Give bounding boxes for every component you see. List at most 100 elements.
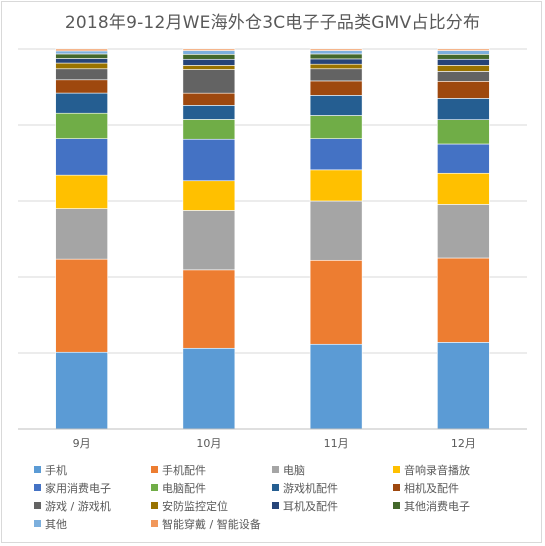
bar-segment (309, 50, 363, 55)
x-tick-label: 9月 (73, 437, 91, 450)
bar-segment (182, 92, 236, 106)
legend-item: 智能穿戴 / 智能设备 (151, 516, 268, 531)
legend-label: 手机配件 (162, 463, 206, 477)
legend-label: 其他消费电子 (404, 499, 470, 513)
bar-segment (182, 48, 236, 51)
bar-segment (437, 81, 490, 99)
legend-swatch (272, 484, 279, 491)
legend-label: 耳机及配件 (283, 499, 338, 513)
legend-label: 智能穿戴 / 智能设备 (162, 517, 261, 531)
bar-segment (309, 259, 363, 345)
legend-item: 家用消费电子 (34, 480, 147, 495)
bar-segment (309, 169, 363, 202)
legend-swatch (34, 466, 41, 473)
bar-segment (437, 71, 490, 82)
legend-swatch (393, 502, 400, 509)
bar-segment (437, 172, 490, 205)
legend-swatch (272, 466, 279, 473)
legend-item: 耳机及配件 (272, 498, 389, 513)
bar-segment (437, 342, 490, 430)
bar-segment (437, 50, 490, 55)
bar-segment (55, 112, 108, 139)
bar-segment (309, 343, 363, 430)
bar-segment (55, 174, 108, 209)
bar-segment (182, 138, 236, 182)
bar-segment (437, 119, 490, 145)
bar-segment (55, 138, 108, 176)
legend-label: 其他 (45, 517, 67, 531)
chart-title: 2018年9-12月WE海外仓3C电子子品类GMV占比分布 (64, 13, 481, 33)
legend-label: 安防监控定位 (162, 499, 228, 513)
legend-item: 游戏 / 游戏机 (34, 498, 147, 513)
legend-item: 电脑 (272, 462, 389, 477)
bar-segment (182, 58, 236, 66)
legend-swatch (272, 502, 279, 509)
bar-segment (437, 98, 490, 120)
legend-swatch (151, 484, 158, 491)
bar-segment (437, 257, 490, 343)
bar-segment (437, 48, 490, 51)
bar-segment (182, 54, 236, 60)
bar-segment (309, 48, 363, 51)
legend-item: 安防监控定位 (151, 498, 268, 513)
legend-swatch (393, 484, 400, 491)
legend-item: 音响录音播放 (393, 462, 533, 477)
bar-segment (182, 50, 236, 55)
x-tick-label: 11月 (324, 437, 349, 450)
bar-segment (309, 63, 363, 70)
bar-segment (437, 58, 490, 66)
legend-item: 手机 (34, 462, 147, 477)
legend-swatch (151, 520, 158, 527)
bar-segment (55, 48, 108, 52)
bar-segment (437, 54, 490, 60)
bar-segment (309, 53, 363, 60)
bar-segment (182, 105, 236, 120)
legend-swatch (34, 502, 41, 509)
bar-segment (55, 92, 108, 114)
bar-segment (55, 351, 108, 430)
legend-swatch (151, 502, 158, 509)
legend-swatch (393, 466, 400, 473)
bar-segment (55, 79, 108, 94)
bar-segment (182, 347, 236, 430)
legend-swatch (34, 484, 41, 491)
chart-legend: 手机 手机配件 电脑 音响录音播放家用消费电子 电脑配件 游戏机配件 相机及配件游戏 / 游… (34, 462, 534, 531)
bar-segment (55, 58, 108, 64)
bar-segment (55, 68, 108, 81)
bar-segment (309, 115, 363, 139)
bar-segment (309, 80, 363, 96)
legend-label: 游戏机配件 (283, 481, 338, 495)
bar-segment (309, 138, 363, 171)
legend-label: 手机 (45, 463, 67, 477)
bar-segment (55, 53, 108, 59)
bar-segment (182, 69, 236, 94)
bar-segment (55, 258, 108, 353)
legend-item: 相机及配件 (393, 480, 533, 495)
legend-item: 游戏机配件 (272, 480, 389, 495)
bar-segment (182, 269, 236, 349)
legend-item: 手机配件 (151, 462, 268, 477)
legend-label: 家用消费电子 (45, 481, 111, 495)
legend-label: 相机及配件 (404, 481, 459, 495)
legend-label: 电脑 (283, 463, 305, 477)
bar-segment (55, 208, 108, 260)
legend-item: 电脑配件 (151, 480, 268, 495)
legend-label: 音响录音播放 (404, 463, 470, 477)
bar-segment (182, 210, 236, 271)
bar-segment (309, 200, 363, 261)
legend-item: 其他 (34, 516, 147, 531)
bar-segment (309, 95, 363, 116)
legend-label: 游戏 / 游戏机 (45, 499, 111, 513)
bar-segment (182, 180, 236, 211)
legend-swatch (151, 466, 158, 473)
bar-segment (182, 119, 236, 140)
x-tick-label: 12月 (451, 437, 476, 450)
bar-segment (437, 65, 490, 72)
bar-segment (437, 143, 490, 174)
bar-segment (437, 204, 490, 259)
bar-segment (182, 65, 236, 70)
legend-swatch (34, 520, 41, 527)
x-tick-label: 10月 (196, 437, 221, 450)
bar-segment (55, 62, 108, 70)
